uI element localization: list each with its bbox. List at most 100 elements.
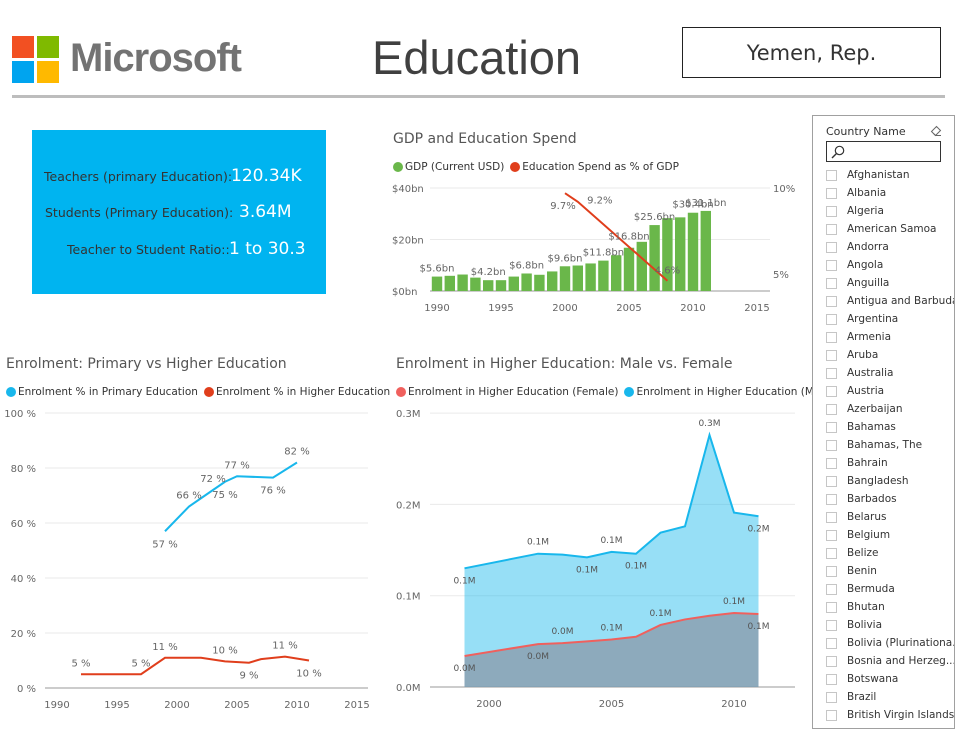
slicer-item[interactable]: Brazil — [826, 688, 954, 706]
slicer-item[interactable]: Anguilla — [826, 274, 954, 292]
gdp-data-label: $6.8bn — [509, 260, 544, 271]
slicer-item[interactable]: Bolivia — [826, 616, 954, 634]
checkbox[interactable] — [826, 511, 837, 523]
slicer-item[interactable]: Antigua and Barbuda — [826, 292, 954, 310]
checkbox[interactable] — [826, 529, 837, 541]
checkbox[interactable] — [826, 475, 837, 487]
slicer-item[interactable]: Belarus — [826, 508, 954, 526]
checkbox[interactable] — [826, 619, 837, 631]
gender-data-label: 0.1M — [600, 536, 622, 546]
checkbox[interactable] — [826, 655, 837, 667]
slicer-search-input[interactable] — [826, 141, 941, 162]
legend-item-higher[interactable]: Enrolment % in Higher Education — [203, 386, 390, 398]
enrolment-data-label: 77 % — [224, 460, 249, 471]
slicer-item[interactable]: Armenia — [826, 328, 954, 346]
slicer-item[interactable]: Bangladesh — [826, 472, 954, 490]
slicer-item[interactable]: Albania — [826, 184, 954, 202]
female-line — [464, 612, 759, 657]
slicer-item[interactable]: Australia — [826, 364, 954, 382]
slicer-item[interactable]: Bahamas — [826, 418, 954, 436]
eraser-icon[interactable] — [930, 125, 942, 137]
slicer-item[interactable]: Barbados — [826, 490, 954, 508]
slicer-item[interactable]: Austria — [826, 382, 954, 400]
checkbox[interactable] — [826, 547, 837, 559]
slicer-item[interactable]: British Virgin Islands — [826, 706, 954, 724]
legend-item-female[interactable]: Enrolment in Higher Education (Female) — [396, 386, 618, 398]
slicer-item[interactable]: Bolivia (Plurinationa... — [826, 634, 954, 652]
slicer-item[interactable]: Andorra — [826, 238, 954, 256]
slicer-item[interactable]: Angola — [826, 256, 954, 274]
kpi-students: Students (Primary Education): 3.64M — [32, 202, 326, 226]
checkbox[interactable] — [826, 385, 837, 397]
checkbox[interactable] — [826, 421, 837, 433]
legend-item-gdp[interactable]: GDP (Current USD) — [393, 161, 504, 173]
enrolment-chart[interactable]: 0 % 20 % 40 % 60 % 80 % 100 % 1990 1995 2000 2005… — [0, 400, 385, 725]
slicer-item[interactable]: Algeria — [826, 202, 954, 220]
slicer-item[interactable]: Bhutan — [826, 598, 954, 616]
legend-item-male[interactable]: Enrolment in Higher Education (Male) — [624, 386, 834, 398]
primary-enrolment-line — [164, 461, 298, 532]
checkbox[interactable] — [826, 583, 837, 595]
slicer-item[interactable]: Bosnia and Herzeg... — [826, 652, 954, 670]
y-tick-label-right: 10% — [773, 184, 795, 195]
checkbox[interactable] — [826, 637, 837, 649]
checkbox[interactable] — [826, 331, 837, 343]
checkbox[interactable] — [826, 493, 837, 505]
slicer-item[interactable]: Argentina — [826, 310, 954, 328]
slicer-list: Afghanistan Albania Algeria American Samoa A… — [826, 166, 954, 724]
y-tick-label: 0.0M — [396, 683, 421, 694]
slicer-item[interactable]: Afghanistan — [826, 166, 954, 184]
slicer-item[interactable]: Belize — [826, 544, 954, 562]
checkbox[interactable] — [826, 223, 837, 235]
selected-country-card: Yemen, Rep. — [682, 27, 941, 78]
gdp-bar — [444, 275, 455, 291]
checkbox[interactable] — [826, 709, 837, 721]
checkbox[interactable] — [826, 403, 837, 415]
checkbox[interactable] — [826, 295, 837, 307]
checkbox[interactable] — [826, 187, 837, 199]
slicer-item[interactable]: Bahamas, The — [826, 436, 954, 454]
legend-item-edu-spend[interactable]: Education Spend as % of GDP — [510, 161, 679, 173]
y-tick-label: 80 % — [11, 464, 36, 475]
legend-item-primary[interactable]: Enrolment % in Primary Education — [6, 386, 198, 398]
checkbox[interactable] — [826, 241, 837, 253]
slicer-item[interactable]: Azerbaijan — [826, 400, 954, 418]
slicer-item[interactable]: Bermuda — [826, 580, 954, 598]
checkbox[interactable] — [826, 673, 837, 685]
gender-chart[interactable]: 0.0M 0.1M 0.2M 0.3M 2000 2005 2010 0.1M 0.1M 0.1M… — [390, 400, 805, 725]
slicer-item[interactable]: Bahrain — [826, 454, 954, 472]
gdp-data-label: $4.2bn — [471, 267, 506, 278]
checkbox[interactable] — [826, 349, 837, 361]
checkbox[interactable] — [826, 277, 837, 289]
slicer-item[interactable]: Benin — [826, 562, 954, 580]
checkbox[interactable] — [826, 601, 837, 613]
slicer-title: Country Name — [826, 125, 906, 138]
slicer-item[interactable]: Belgium — [826, 526, 954, 544]
enrolment-chart-legend: Enrolment % in Primary Education Enrolme… — [6, 386, 396, 398]
checkbox[interactable] — [826, 169, 837, 181]
checkbox[interactable] — [826, 259, 837, 271]
kpi-teachers-label: Teachers (primary Education): — [44, 169, 233, 184]
gdp-bar — [431, 276, 443, 291]
gdp-chart[interactable]: $0bn $20bn $40bn 5% 10% 1990 1995 2000 2005 2010 2… — [390, 175, 800, 320]
checkbox[interactable] — [826, 439, 837, 451]
enrolment-chart-title: Enrolment: Primary vs Higher Education — [6, 356, 287, 372]
checkbox[interactable] — [826, 691, 837, 703]
legend-label-primary: Enrolment % in Primary Education — [18, 386, 198, 398]
slicer-item-label: Bolivia — [847, 619, 883, 631]
checkbox[interactable] — [826, 205, 837, 217]
slicer-item[interactable]: Botswana — [826, 670, 954, 688]
checkbox[interactable] — [826, 367, 837, 379]
x-tick-label: 2010 — [680, 303, 705, 314]
gdp-data-label: $16.8bn — [608, 232, 649, 243]
checkbox[interactable] — [826, 457, 837, 469]
gender-chart-title: Enrolment in Higher Education: Male vs. … — [396, 356, 733, 372]
slicer-item-label: Algeria — [847, 205, 884, 217]
slicer-item-label: Bahrain — [847, 457, 888, 469]
checkbox[interactable] — [826, 565, 837, 577]
slicer-item[interactable]: American Samoa — [826, 220, 954, 238]
slicer-item[interactable]: Aruba — [826, 346, 954, 364]
checkbox[interactable] — [826, 313, 837, 325]
gender-data-label: 0.1M — [747, 622, 769, 632]
y-tick-label: 20 % — [11, 629, 36, 640]
